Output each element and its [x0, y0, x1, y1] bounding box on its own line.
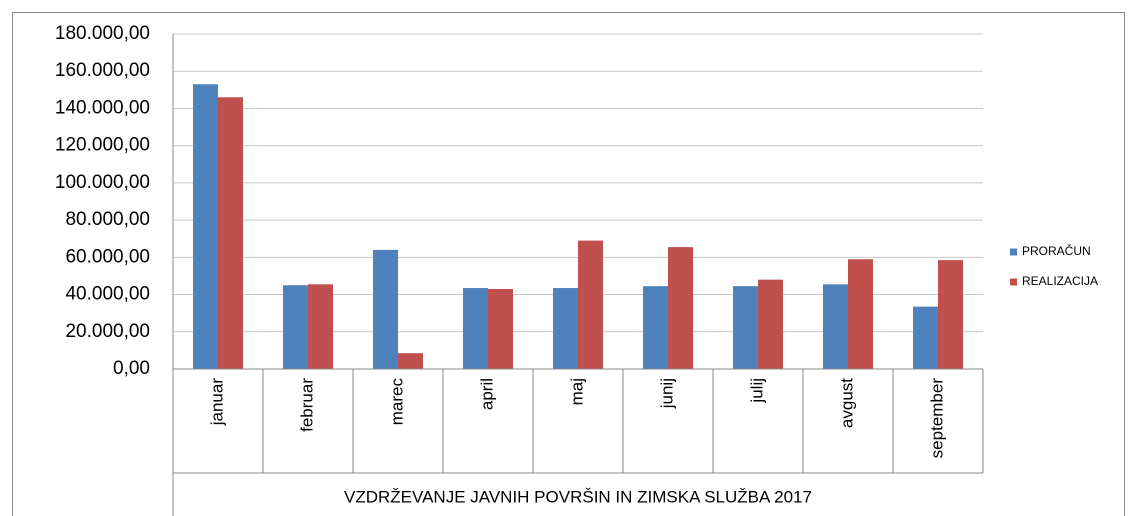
- y-tick-label: 100.000,00: [55, 172, 150, 193]
- chart-frame: [12, 12, 1125, 516]
- bar: [463, 288, 488, 369]
- bar: [218, 97, 243, 370]
- legend-label: REALIZACIJA: [1022, 274, 1098, 288]
- y-tick-label: 40.000,00: [65, 284, 150, 305]
- y-tick-label: 120.000,00: [55, 135, 150, 156]
- y-tick-label: 160.000,00: [55, 60, 150, 81]
- legend-swatch: [1010, 248, 1017, 256]
- bar: [283, 285, 308, 369]
- y-tick-label: 80.000,00: [65, 209, 150, 230]
- x-tick-label: januar: [207, 378, 226, 427]
- bar: [553, 288, 578, 369]
- x-tick-label: julij: [747, 378, 766, 404]
- bar: [308, 284, 333, 369]
- bar: [488, 288, 513, 369]
- bar: [643, 286, 668, 369]
- bar: [913, 306, 938, 369]
- x-tick-label: februar: [297, 378, 316, 432]
- x-tick-label: september: [927, 378, 946, 459]
- y-tick-label: 140.000,00: [55, 97, 150, 118]
- bar: [733, 286, 758, 369]
- bar: [193, 84, 218, 369]
- bar: [848, 259, 873, 369]
- x-axis-title: VZDRŽEVANJE JAVNIH POVRŠIN IN ZIMSKA SLU…: [344, 487, 812, 506]
- legend-label: PRORAČUN: [1022, 243, 1091, 258]
- bar: [398, 353, 423, 369]
- bar: [758, 279, 783, 369]
- legend-swatch: [1010, 278, 1017, 286]
- y-tick-label: 0,00: [113, 358, 150, 379]
- y-tick-label: 60.000,00: [65, 246, 150, 267]
- x-tick-label: marec: [387, 378, 406, 426]
- bar: [823, 284, 848, 369]
- x-tick-label: junij: [657, 378, 676, 409]
- x-tick-label: april: [477, 378, 496, 410]
- y-tick-label: 180.000,00: [55, 23, 150, 44]
- bar: [578, 240, 603, 369]
- bar: [373, 249, 398, 369]
- y-tick-label: 20.000,00: [65, 321, 150, 342]
- x-tick-label: maj: [567, 378, 586, 405]
- bar: [668, 247, 693, 369]
- bar: [938, 260, 963, 369]
- x-tick-label: avgust: [837, 378, 856, 428]
